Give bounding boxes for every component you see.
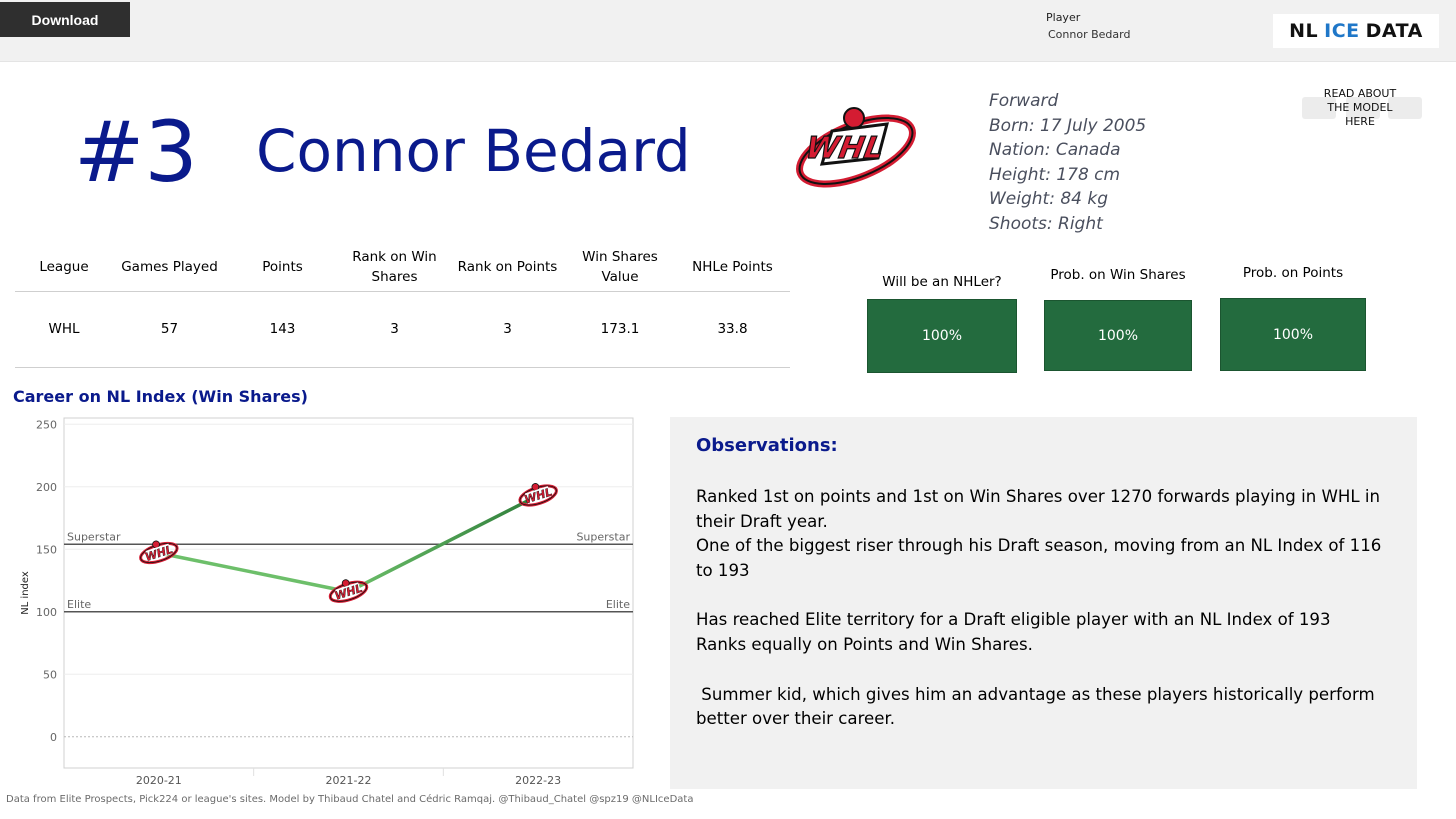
chart-y-tick: 150 — [36, 543, 57, 556]
download-button[interactable]: Download — [0, 2, 130, 37]
stats-header-rank-points: Rank on Points — [450, 244, 565, 292]
stats-header-league: League — [15, 244, 113, 292]
prob-nhler-label: Will be an NHLer? — [882, 274, 1002, 290]
table-row: WHL 57 143 3 3 173.1 33.8 — [15, 291, 790, 368]
model-link-pill-left — [1302, 97, 1336, 119]
brand-nl: NL — [1289, 20, 1319, 42]
prob-card-nhler: Will be an NHLer? — [867, 264, 1017, 300]
prob-card-points: Prob. on Points — [1220, 255, 1366, 291]
draft-rank: #3 — [74, 103, 198, 201]
chart-x-tick: 2021-22 — [326, 774, 372, 787]
chart-x-tick: 2020-21 — [136, 774, 182, 787]
bio-position: Forward — [989, 91, 1059, 111]
model-link-pill-mid — [1346, 97, 1380, 119]
observation-line: Has reached Elite territory for a Draft … — [696, 610, 1331, 630]
player-filter-select[interactable]: Connor Bedard — [1048, 28, 1131, 41]
bio-nation: Nation: Canada — [989, 140, 1121, 161]
player-bio: Forward Born: 17 July 2005 Nation: Canad… — [989, 89, 1146, 237]
model-link-pill-right — [1388, 97, 1422, 119]
stats-table: League Games Played Points Rank on Win S… — [15, 244, 790, 368]
reference-label-left: Superstar — [67, 530, 121, 543]
bio-height: Height: 178 cm — [989, 164, 1121, 185]
stats-cell-rank-points: 3 — [450, 291, 565, 368]
observation-line: One of the biggest riser through his Dra… — [696, 536, 1387, 580]
read-model-link[interactable]: READ ABOUT THE MODEL HERE — [1296, 66, 1430, 146]
stats-cell-nhle: 33.8 — [675, 291, 790, 368]
observations-body: Ranked 1st on points and 1st on Win Shar… — [696, 485, 1396, 732]
bio-born: Born: 17 July 2005 — [989, 115, 1147, 136]
chart-line-segment — [157, 551, 351, 594]
brand-logo: NL ICE DATA — [1273, 14, 1439, 48]
prob-ws-value: 100% — [1044, 300, 1192, 371]
bio-shoots: Shoots: Right — [989, 213, 1103, 234]
chart-line-segment — [346, 493, 540, 594]
chart-y-tick: 200 — [36, 481, 57, 494]
stats-cell-rank-ws: 3 — [339, 291, 450, 368]
chart-markers: WHL WHL WHL — [139, 483, 558, 603]
stats-cell-points: 143 — [226, 291, 339, 368]
chart-x-tick: 2022-23 — [515, 774, 561, 787]
top-toolbar: Download Player Connor Bedard NL ICE DAT… — [0, 0, 1456, 62]
chart-y-tick: 100 — [36, 606, 57, 619]
chart-title: Career on NL Index (Win Shares) — [13, 387, 308, 406]
player-name: Connor Bedard — [256, 117, 691, 185]
bio-weight: Weight: 84 kg — [989, 189, 1109, 210]
footer-credits: Data from Elite Prospects, Pick224 or le… — [6, 794, 694, 805]
reference-label-left: Elite — [67, 598, 91, 611]
stats-header-points: Points — [226, 244, 339, 292]
chart-y-tick: 50 — [43, 668, 57, 681]
reference-label-right: Superstar — [576, 530, 630, 543]
whl-logo: WHL — [796, 107, 916, 188]
stats-header-row: League Games Played Points Rank on Win S… — [15, 244, 790, 292]
stats-header-nhle: NHLe Points — [675, 244, 790, 292]
chart-y-tick: 0 — [50, 731, 57, 744]
whl-marker: WHL — [139, 540, 179, 564]
prob-ws-label: Prob. on Win Shares — [1050, 267, 1186, 283]
observations-title: Observations: — [696, 435, 838, 456]
stats-cell-ws-value: 173.1 — [565, 291, 675, 368]
chart-y-tick: 250 — [36, 418, 57, 431]
prob-points-label: Prob. on Points — [1242, 265, 1344, 281]
chart-x-ticks: 2020-21 2021-22 2022-23 — [136, 774, 561, 787]
brand-data: DATA — [1365, 20, 1423, 42]
observation-gap — [696, 658, 1396, 683]
reference-label-right: Elite — [606, 598, 630, 611]
read-model-text[interactable]: READ ABOUT THE MODEL HERE — [1323, 87, 1397, 128]
whl-logo-text: WHL — [803, 131, 886, 166]
chart-y-ticks: 0 50 100 150 200 250 — [36, 418, 57, 744]
brand-ice: ICE — [1324, 20, 1360, 42]
observation-gap — [696, 583, 1396, 608]
player-filter-label: Player — [1046, 11, 1081, 24]
observation-line: Ranked 1st on points and 1st on Win Shar… — [696, 487, 1386, 531]
stats-cell-games: 57 — [113, 291, 226, 368]
chart-y-label: NL index — [20, 571, 31, 615]
chart-series — [157, 493, 540, 594]
prob-points-value: 100% — [1220, 298, 1366, 371]
observation-line: Summer kid, which gives him an advantage… — [696, 684, 1380, 729]
stats-header-rank-ws: Rank on Win Shares — [339, 244, 450, 292]
stats-header-games: Games Played — [113, 244, 226, 292]
stats-cell-league: WHL — [15, 291, 113, 368]
chart-reference-lines: Superstar Superstar Elite Elite — [64, 530, 633, 613]
nl-index-chart: Superstar Superstar Elite Elite 0 50 100 150 20… — [20, 417, 634, 787]
whl-marker: WHL — [518, 483, 558, 507]
whl-marker: WHL — [328, 579, 369, 603]
observations-panel: Observations: Ranked 1st on points and 1… — [670, 417, 1417, 789]
observation-line: Ranks equally on Points and Win Shares. — [696, 634, 1033, 654]
prob-nhler-value: 100% — [867, 299, 1017, 373]
prob-card-ws: Prob. on Win Shares — [1044, 257, 1192, 293]
stats-header-ws-value: Win Shares Value — [565, 244, 675, 292]
